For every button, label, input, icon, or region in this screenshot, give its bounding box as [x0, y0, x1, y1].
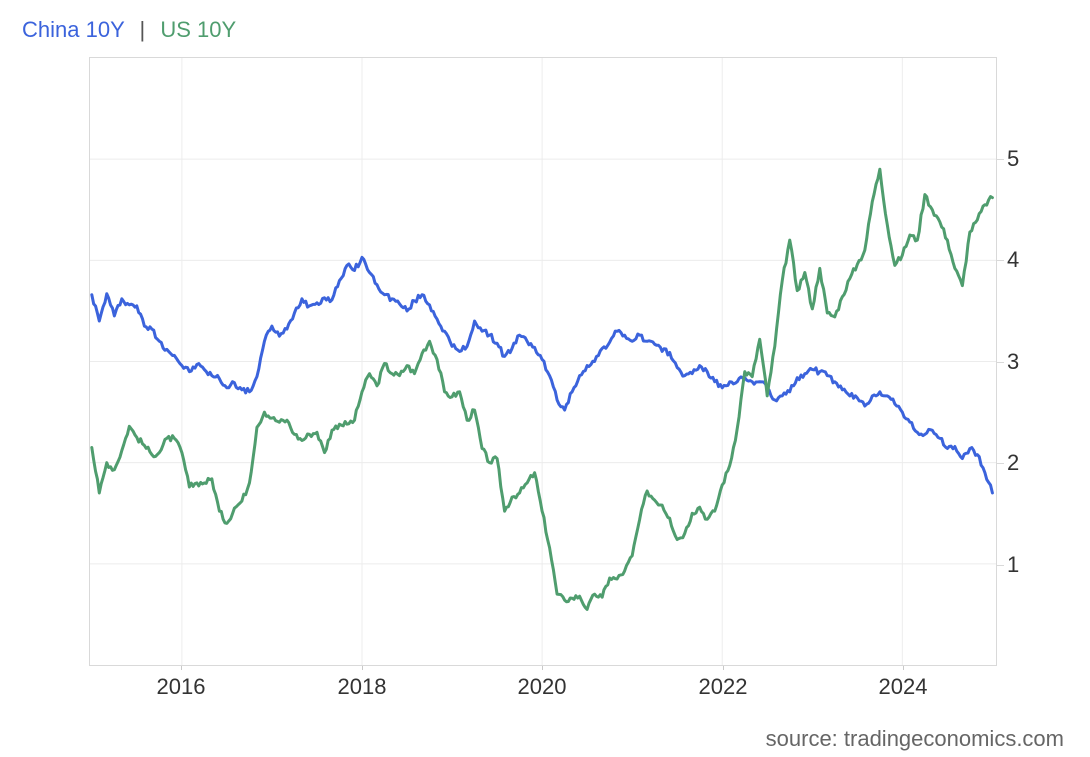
y-tick-2: [997, 463, 1004, 464]
y-tick-3: [997, 362, 1004, 363]
y-axis-label-2: 2: [1007, 450, 1020, 475]
legend-separator: |: [139, 17, 146, 42]
x-axis-label-2018: 2018: [337, 674, 387, 699]
y-tick-5: [997, 159, 1004, 160]
x-tick-2024: [903, 666, 904, 670]
x-tick-2016: [181, 666, 182, 670]
y-axis-label-1: 1: [1007, 552, 1020, 577]
plot-area: [89, 57, 997, 666]
us-10y-line: [90, 167, 994, 611]
y-axis-label-3: 3: [1007, 349, 1020, 374]
x-axis-label-2022: 2022: [698, 674, 748, 699]
x-axis-label-2020: 2020: [517, 674, 567, 699]
legend-us-10y: US 10Y: [160, 17, 237, 42]
x-tick-2022: [723, 666, 724, 670]
y-tick-4: [997, 260, 1004, 261]
y-axis-label-5: 5: [1007, 146, 1020, 171]
china-10y-line: [90, 255, 994, 495]
x-tick-2018: [362, 666, 363, 670]
plot-svg: [90, 58, 996, 665]
source-attribution: source: tradingeconomics.com: [765, 726, 1064, 751]
legend-china-10y: China 10Y: [22, 17, 125, 42]
y-tick-1: [997, 565, 1004, 566]
x-axis-label-2016: 2016: [156, 674, 206, 699]
y-axis-label-4: 4: [1007, 247, 1020, 272]
x-tick-2020: [542, 666, 543, 670]
x-axis-label-2024: 2024: [878, 674, 928, 699]
chart-legend: China 10Y | US 10Y: [22, 16, 236, 43]
